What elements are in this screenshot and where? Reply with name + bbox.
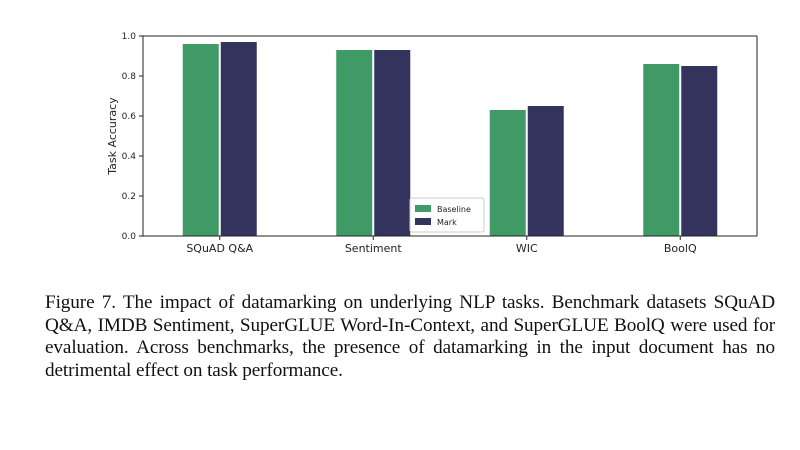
y-ticks-layer: 0.0 0.2 0.4 0.6 0.8 1.0 bbox=[122, 32, 143, 242]
bar-baseline-2 bbox=[489, 110, 526, 236]
x-tick-label-1: Sentiment bbox=[345, 242, 403, 255]
y-tick-label-5: 1.0 bbox=[122, 32, 137, 42]
y-tick-label-3: 0.6 bbox=[122, 112, 137, 122]
y-tick-label-0: 0.0 bbox=[122, 232, 137, 242]
bar-mark-2 bbox=[527, 106, 564, 236]
bar-chart: 0.0 0.2 0.4 0.6 0.8 1.0 SQuAD Q&A Sentiment WIC… bbox=[106, 32, 758, 255]
bar-baseline-3 bbox=[643, 64, 680, 236]
y-tick-label-4: 0.8 bbox=[122, 72, 137, 82]
x-tick-label-0: SQuAD Q&A bbox=[186, 242, 253, 255]
bar-mark-0 bbox=[220, 42, 257, 236]
bars-layer bbox=[182, 42, 718, 236]
legend-label-baseline: Baseline bbox=[437, 205, 471, 214]
legend-label-mark: Mark bbox=[437, 218, 457, 227]
y-axis-title: Task Accuracy bbox=[106, 97, 119, 176]
legend-swatch-mark bbox=[415, 218, 431, 225]
x-tick-label-3: BoolQ bbox=[664, 242, 697, 255]
axes-layer bbox=[142, 35, 758, 237]
y-tick-label-2: 0.4 bbox=[122, 152, 137, 162]
legend-swatch-baseline bbox=[415, 205, 431, 212]
bar-mark-1 bbox=[374, 50, 411, 236]
bar-mark-3 bbox=[681, 66, 718, 236]
category-labels-layer: SQuAD Q&A Sentiment WIC BoolQ bbox=[186, 236, 697, 255]
y-tick-label-1: 0.2 bbox=[122, 192, 136, 202]
bar-baseline-0 bbox=[182, 44, 219, 236]
figure-caption: Figure 7. The impact of datamarking on u… bbox=[45, 292, 775, 381]
bar-baseline-1 bbox=[336, 50, 373, 236]
x-tick-label-2: WIC bbox=[516, 242, 538, 255]
legend: Baseline Mark bbox=[409, 197, 485, 233]
